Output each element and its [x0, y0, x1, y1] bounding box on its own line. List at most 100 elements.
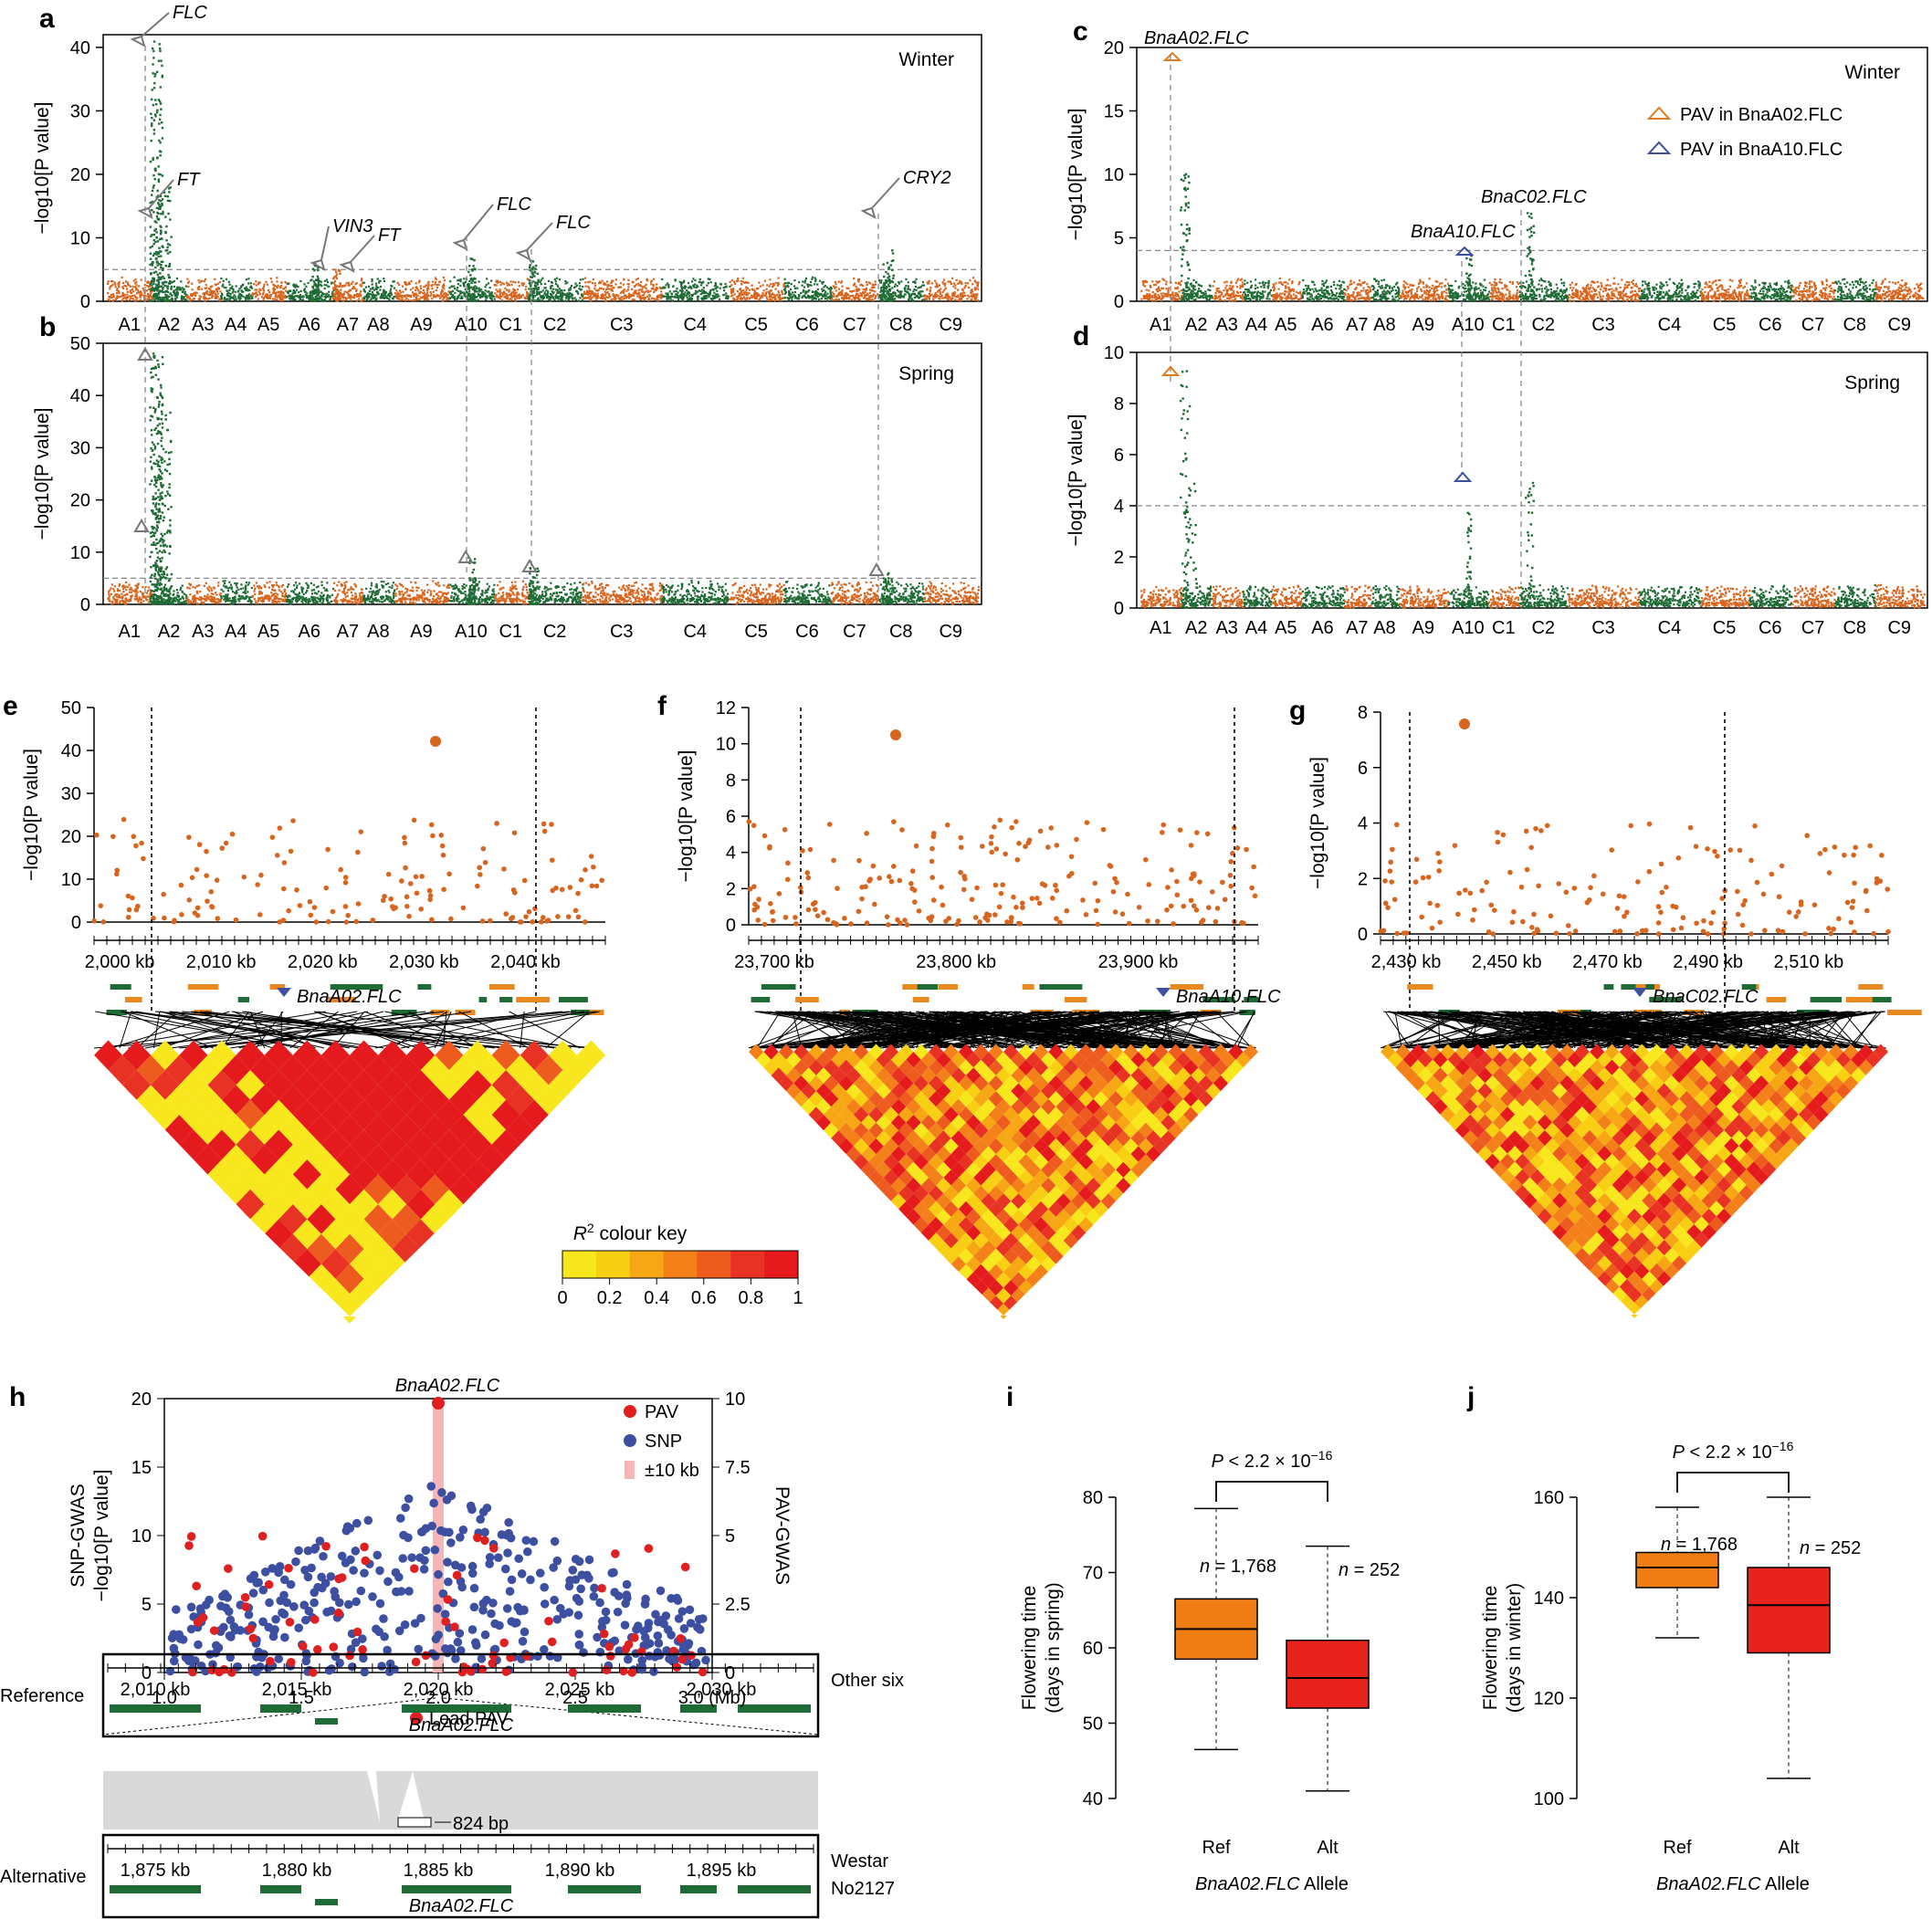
snp-point — [463, 278, 465, 279]
snp-point — [221, 293, 223, 295]
snp-point — [415, 282, 417, 284]
panel-a — [96, 35, 982, 302]
snp-point — [568, 299, 570, 300]
snp-point — [519, 285, 520, 287]
snp-point — [219, 290, 221, 292]
snp-point — [330, 298, 331, 299]
snp-point — [457, 283, 459, 285]
snp-point — [490, 298, 492, 299]
snp-point — [510, 291, 512, 293]
snp-point — [525, 288, 527, 290]
snp-point — [372, 291, 373, 293]
snp-point — [226, 278, 227, 280]
snp-point — [453, 286, 455, 288]
snp-point — [412, 291, 414, 293]
snp-point — [528, 288, 530, 289]
snp-point — [272, 292, 274, 294]
snp-point — [141, 278, 142, 280]
snp-point — [131, 295, 133, 297]
snp-point — [127, 291, 129, 293]
snp-point — [276, 277, 278, 278]
snp-point — [564, 299, 566, 301]
snp-point — [116, 295, 118, 297]
snp-point — [394, 288, 395, 289]
snp-point — [529, 279, 530, 281]
snp-point — [532, 280, 534, 282]
snp-point — [577, 293, 579, 295]
snp-point — [405, 298, 407, 299]
snp-point — [176, 278, 178, 279]
snp-point — [496, 280, 498, 282]
snp-point — [152, 283, 154, 285]
snp-point — [566, 281, 568, 283]
snp-point — [351, 283, 352, 285]
snp-point — [134, 282, 136, 284]
snp-point — [468, 290, 470, 292]
snp-point — [443, 293, 445, 295]
snp-point — [396, 296, 398, 298]
snp-point — [545, 289, 547, 291]
snp-point — [208, 298, 210, 299]
snp-point — [545, 287, 547, 288]
snp-point — [573, 287, 575, 288]
snp-point — [344, 290, 346, 292]
snp-point — [418, 281, 420, 283]
snp-point — [204, 280, 205, 282]
snp-point — [167, 291, 169, 293]
snp-point — [476, 288, 478, 289]
snp-point — [488, 282, 489, 284]
snp-point — [195, 292, 197, 294]
snp-point — [148, 286, 150, 288]
snp-point — [562, 293, 564, 295]
snp-point — [443, 277, 445, 278]
snp-point — [420, 291, 422, 293]
snp-point — [509, 280, 511, 282]
snp-point — [228, 281, 230, 283]
snp-point — [303, 283, 305, 285]
snp-point — [192, 288, 194, 290]
snp-point — [263, 284, 265, 286]
snp-point — [571, 285, 572, 287]
snp-point — [404, 281, 406, 283]
snp-point — [346, 282, 348, 284]
snp-point — [659, 294, 661, 296]
snp-point — [572, 299, 573, 300]
snp-point — [121, 299, 123, 301]
snp-point — [622, 299, 624, 300]
snp-point — [308, 282, 310, 284]
snp-point — [201, 288, 203, 290]
snp-point — [180, 280, 182, 282]
snp-point — [375, 298, 377, 299]
snp-point — [515, 299, 517, 301]
snp-point — [441, 289, 443, 291]
snp-point — [457, 297, 459, 299]
snp-point — [480, 288, 482, 290]
snp-point — [550, 288, 551, 289]
snp-point — [280, 285, 282, 287]
snp-point — [326, 278, 328, 280]
snp-point — [236, 285, 237, 287]
snp-point — [251, 288, 253, 289]
snp-point — [407, 299, 409, 300]
snp-point — [215, 295, 217, 297]
snp-point — [485, 299, 487, 300]
snp-point — [197, 279, 199, 281]
snp-point — [228, 289, 230, 291]
snp-point — [431, 288, 433, 289]
snp-point — [140, 290, 142, 292]
snp-point — [257, 290, 259, 292]
snp-point — [298, 291, 299, 293]
snp-point — [434, 283, 436, 285]
snp-point — [620, 282, 622, 284]
snp-point — [107, 283, 109, 285]
snp-point — [359, 292, 361, 294]
plot-frame — [103, 35, 982, 301]
snp-point — [134, 299, 136, 301]
snp-point — [488, 295, 490, 297]
snp-point — [206, 290, 208, 292]
snp-point — [420, 288, 422, 289]
snp-point — [190, 295, 192, 297]
snp-point — [265, 295, 267, 297]
snp-point — [481, 296, 483, 298]
snp-point — [125, 299, 127, 300]
